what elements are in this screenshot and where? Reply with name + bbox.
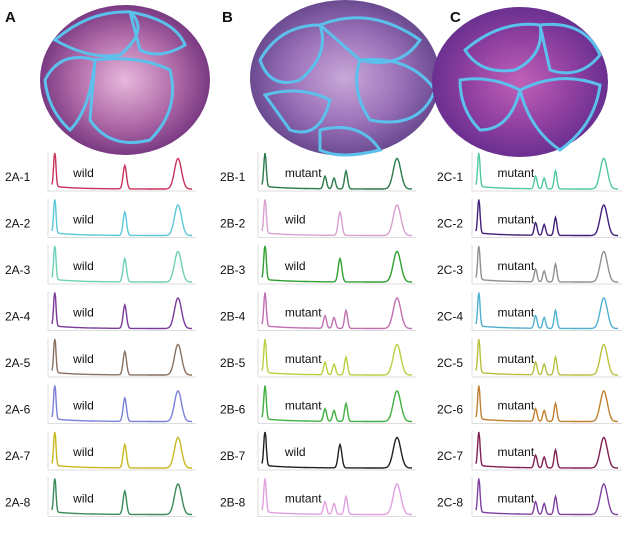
trace <box>261 478 412 516</box>
trace <box>51 292 192 330</box>
trace <box>261 431 412 469</box>
status-label: wild <box>72 213 94 227</box>
status-label: mutant <box>285 352 322 366</box>
trace <box>475 292 618 330</box>
status-label: mutant <box>498 352 535 366</box>
trace <box>261 199 412 237</box>
trace <box>51 245 192 283</box>
trace <box>475 385 618 423</box>
status-label: wild <box>72 352 94 366</box>
trace <box>51 478 192 516</box>
trace <box>51 338 192 376</box>
sample-label: 2C-7 <box>437 449 463 463</box>
sample-label: 2A-6 <box>5 403 31 417</box>
sample-label: 2B-6 <box>220 403 246 417</box>
trace <box>475 245 618 283</box>
status-label: wild <box>284 259 306 273</box>
status-label: mutant <box>498 259 535 273</box>
trace <box>261 152 412 190</box>
status-label: wild <box>72 166 94 180</box>
status-label: wild <box>284 213 306 227</box>
trace <box>51 152 192 190</box>
status-label: mutant <box>285 492 322 506</box>
sample-label: 2C-3 <box>437 263 463 277</box>
sample-label: 2C-4 <box>437 310 463 324</box>
trace <box>261 245 412 283</box>
histology-a <box>40 5 210 155</box>
sample-label: 2B-2 <box>220 217 246 231</box>
sample-label: 2A-2 <box>5 217 31 231</box>
sample-label: 2C-6 <box>437 403 463 417</box>
status-label: mutant <box>498 306 535 320</box>
trace <box>475 152 618 190</box>
status-label: wild <box>72 259 94 273</box>
trace <box>475 199 618 237</box>
sample-label: 2A-4 <box>5 310 31 324</box>
sample-label: 2C-1 <box>437 170 463 184</box>
sample-label: 2A-3 <box>5 263 31 277</box>
status-label: mutant <box>285 166 322 180</box>
status-label: mutant <box>285 399 322 413</box>
status-label: mutant <box>498 399 535 413</box>
status-label: wild <box>72 399 94 413</box>
trace <box>51 199 192 237</box>
status-label: mutant <box>498 492 535 506</box>
sample-label: 2C-8 <box>437 496 463 510</box>
histology-c <box>432 7 608 157</box>
histology-b <box>250 0 440 157</box>
sample-label: 2A-7 <box>5 449 31 463</box>
sample-label: 2B-4 <box>220 310 246 324</box>
panel-letter: C <box>450 9 461 26</box>
sample-label: 2A-1 <box>5 170 31 184</box>
status-label: mutant <box>498 445 535 459</box>
sample-label: 2B-5 <box>220 356 246 370</box>
trace <box>51 431 192 469</box>
status-label: mutant <box>498 213 535 227</box>
sample-label: 2B-1 <box>220 170 246 184</box>
panel-letter: A <box>5 9 16 26</box>
trace <box>475 431 618 469</box>
sample-label: 2A-5 <box>5 356 31 370</box>
trace <box>261 338 412 376</box>
trace <box>475 478 618 516</box>
trace <box>261 385 412 423</box>
sample-label: 2A-8 <box>5 496 31 510</box>
sample-label: 2B-3 <box>220 263 246 277</box>
status-label: wild <box>72 445 94 459</box>
sample-label: 2C-5 <box>437 356 463 370</box>
sample-label: 2B-7 <box>220 449 246 463</box>
status-label: mutant <box>498 166 535 180</box>
sample-label: 2B-8 <box>220 496 246 510</box>
sample-label: 2C-2 <box>437 217 463 231</box>
trace <box>261 292 412 330</box>
status-label: wild <box>72 306 94 320</box>
status-label: mutant <box>285 306 322 320</box>
panel-letter: B <box>222 9 233 26</box>
trace <box>475 338 618 376</box>
status-label: wild <box>284 445 306 459</box>
status-label: wild <box>72 492 94 506</box>
trace <box>51 385 192 423</box>
